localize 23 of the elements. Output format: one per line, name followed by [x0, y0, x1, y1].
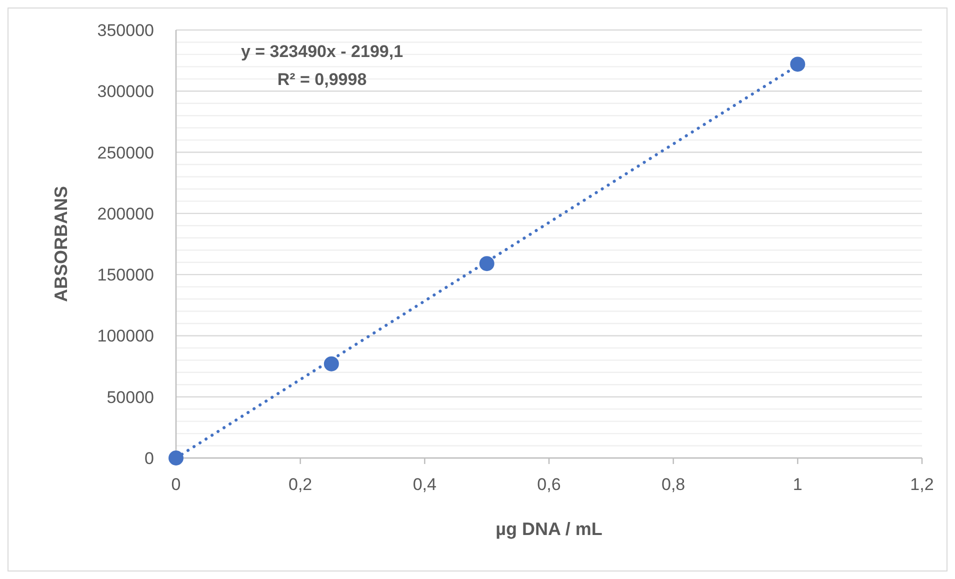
- point: [479, 256, 494, 272]
- x-tick-label: 1: [792, 475, 802, 494]
- x-tick-label: 1,2: [910, 475, 934, 494]
- y-tick-label: 100000: [97, 326, 154, 346]
- annotation: R² = 0,9998: [277, 70, 367, 89]
- point: [790, 56, 806, 72]
- point: [324, 356, 339, 372]
- x-tick-label: 0: [171, 475, 181, 494]
- y-tick-label: 150000: [97, 266, 154, 285]
- y-tick-label: 0: [144, 449, 154, 468]
- y-tick-label: 300000: [97, 82, 154, 102]
- x-tick-label: 0,8: [662, 475, 686, 494]
- y-tick-label: 350000: [97, 21, 154, 40]
- y-tick-label: 50000: [106, 388, 154, 407]
- y-axis-title: ABSORBANS: [51, 186, 71, 302]
- point: [168, 450, 184, 466]
- annotation: y = 323490x - 2199,1: [240, 42, 404, 61]
- x-tick-label: 0,4: [412, 475, 436, 494]
- x-axis-title: µg DNA / mL: [496, 519, 602, 539]
- x-tick-label: 0,2: [288, 475, 312, 494]
- y-tick-label: 200000: [97, 204, 154, 224]
- x-tick-label: 0,6: [537, 475, 561, 494]
- y-tick-label: 250000: [97, 143, 154, 162]
